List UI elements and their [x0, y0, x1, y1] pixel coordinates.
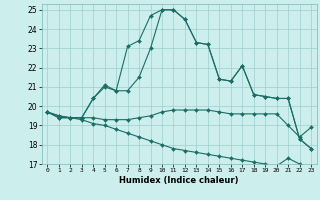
X-axis label: Humidex (Indice chaleur): Humidex (Indice chaleur) [119, 176, 239, 185]
